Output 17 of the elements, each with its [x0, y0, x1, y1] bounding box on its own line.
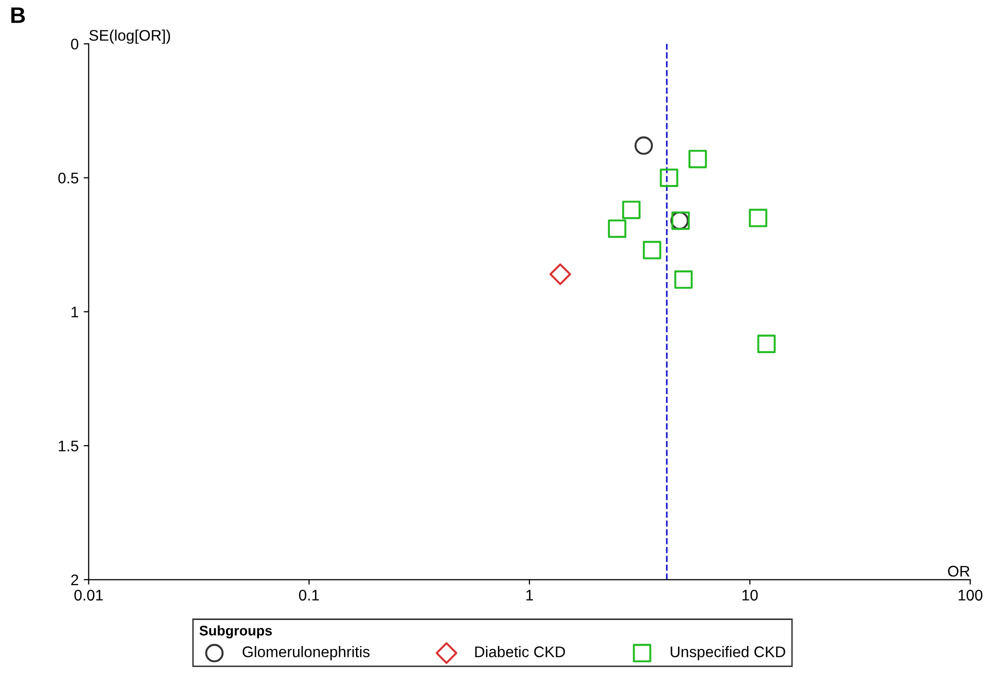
y-axis-title: SE(log[OR]): [89, 30, 170, 44]
y-tick-label: 1: [72, 306, 78, 318]
x-tick-label: 10: [742, 590, 758, 601]
x-tick-label: 0.01: [74, 590, 103, 601]
text: B: [11, 8, 25, 23]
x-axis-title: OR: [948, 566, 970, 577]
y-tick-label: 0.5: [58, 172, 78, 184]
legend-label: Glomerulonephritis: [242, 646, 370, 660]
x-tick-label: 1: [526, 590, 533, 600]
legend-label: Unspecified CKD: [670, 646, 786, 660]
legend-label: Diabetic CKD: [475, 646, 565, 658]
legend-title: Subgroups: [200, 625, 272, 638]
x-tick-label: 100: [958, 590, 982, 601]
x-tick-label: 0.1: [299, 590, 319, 601]
y-tick-label: 0: [71, 38, 78, 50]
y-tick-label: 1.5: [58, 440, 78, 452]
y-tick-label: 2: [71, 574, 78, 586]
